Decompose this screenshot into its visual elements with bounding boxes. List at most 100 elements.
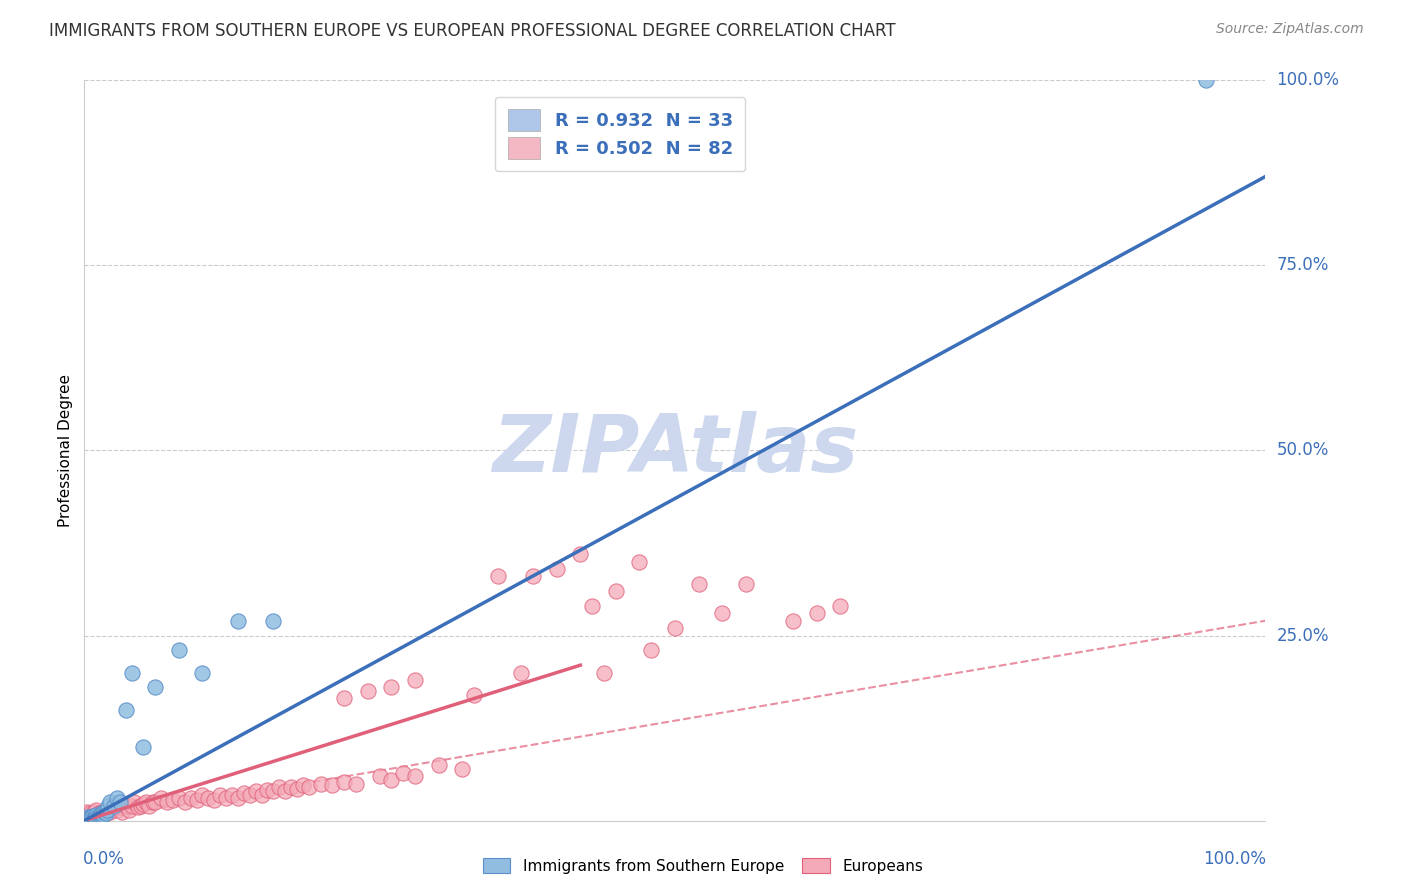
Point <box>250 788 273 802</box>
Point <box>114 703 136 717</box>
Point <box>84 810 107 824</box>
Point <box>344 776 367 791</box>
Point <box>333 691 356 706</box>
Point <box>96 803 118 817</box>
Point <box>269 780 291 795</box>
Point <box>132 797 155 812</box>
Point <box>191 788 214 802</box>
Point <box>97 798 120 813</box>
Point <box>107 791 129 805</box>
Point <box>87 812 110 826</box>
Text: Source: ZipAtlas.com: Source: ZipAtlas.com <box>1216 22 1364 37</box>
Point <box>108 795 131 809</box>
Point <box>262 784 284 798</box>
Point <box>87 809 110 823</box>
Point <box>232 785 254 799</box>
Point <box>451 762 474 776</box>
Point <box>87 806 110 821</box>
Point <box>404 769 426 783</box>
Text: 0.0%: 0.0% <box>83 850 125 868</box>
Point <box>93 805 115 819</box>
Point <box>280 780 302 795</box>
Point <box>121 798 143 813</box>
Point <box>569 547 592 561</box>
Point <box>239 788 262 802</box>
Point <box>107 803 129 817</box>
Point <box>262 614 284 628</box>
Point <box>108 800 131 814</box>
Point <box>91 806 114 821</box>
Point <box>510 665 533 680</box>
Point <box>226 614 249 628</box>
Point <box>202 793 225 807</box>
Point <box>628 555 651 569</box>
Point <box>640 643 662 657</box>
Point <box>215 791 238 805</box>
Point <box>79 810 101 824</box>
Point <box>97 803 120 817</box>
Point <box>221 788 243 802</box>
Point <box>321 778 343 792</box>
Text: 100.0%: 100.0% <box>1277 71 1340 89</box>
Point <box>98 805 121 819</box>
Point <box>129 798 152 813</box>
Point <box>142 795 165 809</box>
Point <box>274 784 297 798</box>
Point <box>76 810 98 824</box>
Point <box>122 795 145 809</box>
Point <box>1195 73 1218 87</box>
Point <box>118 803 141 817</box>
Point <box>522 569 544 583</box>
Point <box>357 684 380 698</box>
Point <box>84 807 107 822</box>
Point <box>121 665 143 680</box>
Point <box>688 576 710 591</box>
Point <box>83 811 105 825</box>
Point <box>486 569 509 583</box>
Point <box>103 798 125 813</box>
Point <box>593 665 616 680</box>
Text: 100.0%: 100.0% <box>1204 850 1267 868</box>
Point <box>546 562 568 576</box>
Legend: R = 0.932  N = 33, R = 0.502  N = 82: R = 0.932 N = 33, R = 0.502 N = 82 <box>495 96 745 171</box>
Point <box>173 795 195 809</box>
Point <box>138 798 160 813</box>
Point <box>463 688 485 702</box>
Point <box>83 805 105 819</box>
Point <box>298 780 321 795</box>
Point <box>392 765 415 780</box>
Point <box>291 778 314 792</box>
Point <box>605 584 627 599</box>
Point <box>90 810 112 824</box>
Point <box>77 812 100 826</box>
Text: 75.0%: 75.0% <box>1277 256 1329 275</box>
Point <box>114 798 136 813</box>
Y-axis label: Professional Degree: Professional Degree <box>58 374 73 527</box>
Point <box>191 665 214 680</box>
Point <box>209 788 232 802</box>
Point <box>111 805 134 819</box>
Point <box>91 807 114 822</box>
Point <box>91 805 114 819</box>
Point <box>150 791 173 805</box>
Point <box>180 791 202 805</box>
Point <box>830 599 852 613</box>
Point <box>186 793 208 807</box>
Point <box>197 791 219 805</box>
Point <box>427 758 450 772</box>
Point <box>806 607 828 621</box>
Point <box>156 795 179 809</box>
Point <box>782 614 804 628</box>
Point <box>132 739 155 754</box>
Point <box>84 803 107 817</box>
Point <box>734 576 756 591</box>
Point <box>664 621 686 635</box>
Point <box>333 775 356 789</box>
Text: IMMIGRANTS FROM SOUTHERN EUROPE VS EUROPEAN PROFESSIONAL DEGREE CORRELATION CHAR: IMMIGRANTS FROM SOUTHERN EUROPE VS EUROP… <box>49 22 896 40</box>
Point <box>581 599 603 613</box>
Point <box>143 681 166 695</box>
Point <box>84 812 107 826</box>
Point <box>256 782 278 797</box>
Text: ZIPAtlas: ZIPAtlas <box>492 411 858 490</box>
Point <box>285 781 308 796</box>
